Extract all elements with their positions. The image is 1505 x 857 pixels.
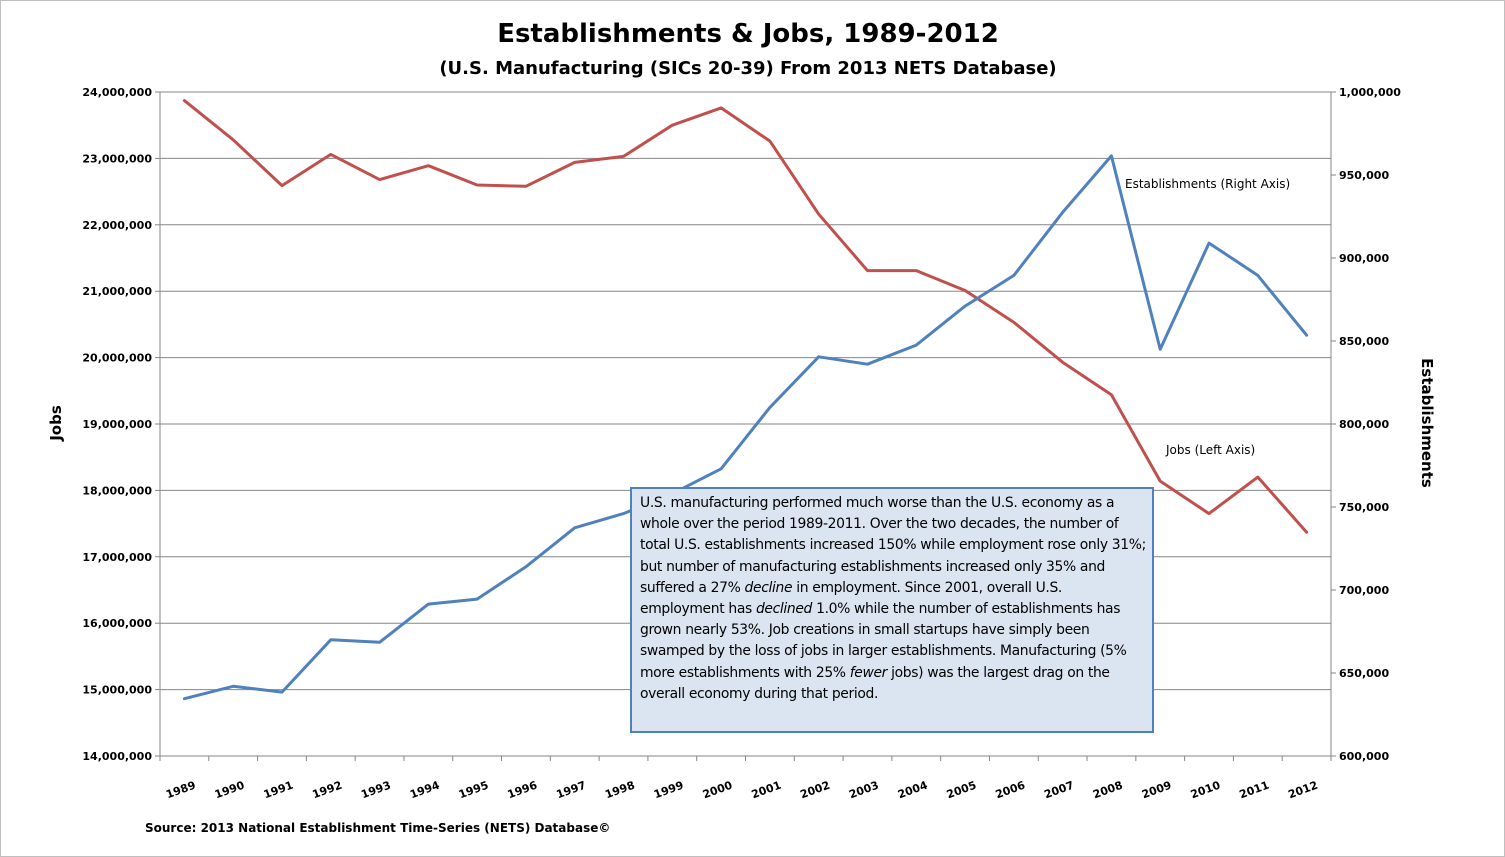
x-tick-label: 1997	[555, 779, 588, 802]
left-axis-title: Jobs	[47, 405, 65, 442]
x-tick-label: 1992	[311, 779, 344, 802]
x-tick-label: 2006	[994, 778, 1028, 801]
x-tick-label: 2008	[1091, 779, 1124, 802]
left-tick-label: 18,000,000	[82, 484, 152, 497]
x-tick-label: 2011	[1238, 779, 1271, 802]
right-tick-label: 800,000	[1339, 418, 1389, 431]
emphasized-text: decline	[744, 579, 793, 596]
establishments-annotation: Establishments (Right Axis)	[1125, 177, 1290, 191]
x-tick-label: 1991	[262, 779, 295, 802]
left-axis-ticks: 14,000,000 15,000,000 16,000,000 17,000,000…	[82, 86, 160, 763]
x-tick-label: 2003	[847, 779, 880, 802]
x-tick-label: 2012	[1286, 779, 1319, 802]
body-text: 1.0% while the number of establishments …	[640, 601, 1127, 681]
right-axis-ticks: 600,000 650,000 700,000 750,000 800,000 850,0…	[1331, 86, 1401, 763]
x-tick-label: 2005	[945, 779, 978, 802]
left-tick-label: 15,000,000	[82, 684, 152, 697]
x-tick-label: 1989	[164, 779, 197, 802]
right-tick-label: 650,000	[1339, 667, 1389, 680]
x-tick-label: 1994	[408, 778, 442, 801]
right-tick-label: 750,000	[1339, 501, 1389, 514]
emphasized-text: fewer	[849, 664, 888, 681]
body-text: in employment. Since 2001, overall U.S. …	[640, 579, 1062, 618]
x-tick-label: 1996	[506, 778, 540, 801]
x-tick-label: 1995	[457, 779, 490, 802]
x-tick-label: 2001	[750, 779, 783, 802]
series-group	[182, 99, 1309, 701]
right-tick-label: 600,000	[1339, 750, 1389, 763]
source-note: Source: 2013 National Establishment Time…	[145, 821, 610, 835]
left-tick-label: 20,000,000	[82, 352, 152, 365]
right-tick-label: 850,000	[1339, 335, 1389, 348]
x-tick-label: 2004	[896, 778, 930, 801]
x-tick-label: 1993	[359, 779, 392, 802]
left-tick-label: 19,000,000	[82, 418, 152, 431]
x-tick-label: 2000	[701, 778, 735, 801]
left-tick-label: 16,000,000	[82, 617, 152, 630]
x-tick-label: 2010	[1189, 778, 1223, 801]
body-text: U.S. manufacturing performed much worse …	[640, 495, 1146, 596]
body-text: jobs) was the largest drag on the overal…	[640, 664, 1110, 702]
x-axis-ticks: 1989 1990 1991 1992 1993 1994 1995 1996 1997 1998…	[159, 756, 1332, 802]
left-tick-label: 22,000,000	[82, 219, 152, 232]
series-line-jobs	[182, 99, 1309, 534]
x-tick-label: 1990	[213, 778, 247, 801]
chart-title: Establishments & Jobs, 1989-2012	[497, 19, 999, 49]
x-tick-label: 1999	[652, 779, 685, 802]
left-tick-label: 23,000,000	[82, 152, 152, 165]
chart-subtitle: (U.S. Manufacturing (SICs 20-39) From 20…	[439, 58, 1056, 79]
jobs-annotation: Jobs (Left Axis)	[1165, 443, 1255, 457]
commentary-textbox: U.S. manufacturing performed much worse …	[630, 487, 1154, 733]
series-line-establishments	[182, 154, 1309, 701]
right-tick-label: 1,000,000	[1339, 86, 1401, 99]
x-tick-label: 2007	[1042, 779, 1075, 802]
left-tick-label: 24,000,000	[82, 86, 152, 99]
left-tick-label: 17,000,000	[82, 551, 152, 564]
x-tick-label: 2009	[1140, 779, 1173, 802]
right-tick-label: 900,000	[1339, 252, 1389, 265]
right-axis-title: Establishments	[1418, 358, 1436, 488]
emphasized-text: declined	[755, 601, 813, 618]
left-tick-label: 21,000,000	[82, 285, 152, 298]
x-tick-label: 2002	[798, 779, 831, 802]
right-tick-label: 700,000	[1339, 584, 1389, 597]
right-tick-label: 950,000	[1339, 169, 1389, 182]
left-tick-label: 14,000,000	[82, 750, 152, 763]
x-tick-label: 1998	[603, 779, 636, 802]
